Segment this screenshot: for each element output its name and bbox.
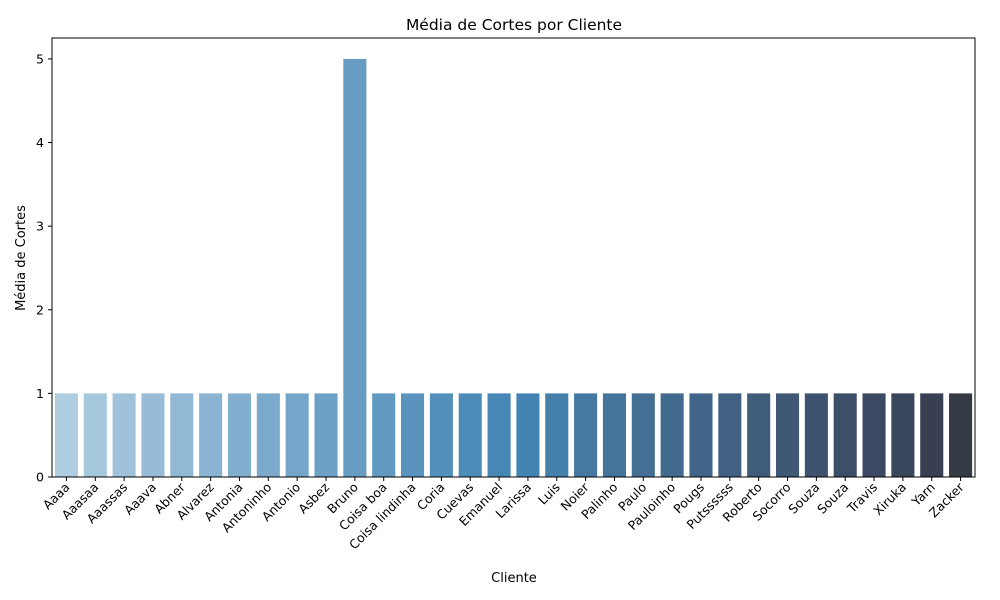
chart-title: Média de Cortes por Cliente — [406, 16, 622, 34]
bar-28 — [862, 393, 886, 477]
bar-22 — [689, 393, 713, 477]
bar-3 — [141, 393, 165, 477]
y-axis-label: Média de Cortes — [14, 205, 29, 311]
bar-0 — [54, 393, 78, 477]
bar-18 — [574, 393, 598, 477]
bar-10 — [343, 58, 367, 478]
plot-frame — [51, 37, 976, 478]
bar-29 — [891, 393, 915, 477]
x-tick-label-29: Xiruka — [870, 480, 909, 519]
bar-30 — [920, 393, 944, 477]
y-tick-label-4: 4 — [36, 135, 44, 150]
y-tick-label-5: 5 — [36, 51, 44, 66]
bar-24 — [747, 393, 771, 477]
bar-6 — [227, 393, 252, 477]
bar-21 — [660, 393, 684, 477]
x-axis: AaaaAaasaaAaassasAaavaAbnerAlvarezAntoni… — [40, 477, 967, 552]
bar-14 — [458, 393, 482, 477]
y-tick-label-2: 2 — [36, 302, 44, 317]
y-tick-label-3: 3 — [36, 219, 44, 234]
bar-8 — [285, 393, 309, 477]
bar-17 — [545, 393, 569, 477]
bar-5 — [199, 393, 223, 477]
bar-26 — [804, 393, 828, 477]
bar-13 — [429, 393, 453, 477]
bar-9 — [314, 393, 338, 477]
bar-11 — [372, 393, 396, 477]
bar-31 — [949, 393, 973, 477]
bar-16 — [516, 393, 540, 477]
y-tick-label-1: 1 — [36, 386, 44, 401]
bars-group — [54, 58, 973, 478]
bar-12 — [401, 393, 425, 477]
bar-20 — [631, 393, 655, 477]
bar-1 — [83, 393, 107, 477]
bar-25 — [775, 393, 800, 477]
bar-27 — [833, 393, 857, 477]
bar-2 — [112, 393, 136, 477]
bar-15 — [487, 393, 511, 477]
x-tick-label-26: Souza — [785, 480, 822, 517]
y-axis: 0 1 2 3 4 5 — [36, 51, 52, 485]
bar-23 — [718, 393, 742, 477]
y-tick-label-0: 0 — [36, 470, 44, 485]
x-tick-label-3: Aaava — [121, 480, 159, 518]
x-axis-label: Cliente — [491, 571, 537, 586]
bar-7 — [256, 393, 280, 477]
x-tick-label-27: Souza — [814, 480, 851, 517]
bar-19 — [602, 393, 626, 477]
bar-4 — [170, 393, 194, 477]
x-tick-label-9: Asbez — [295, 479, 332, 516]
